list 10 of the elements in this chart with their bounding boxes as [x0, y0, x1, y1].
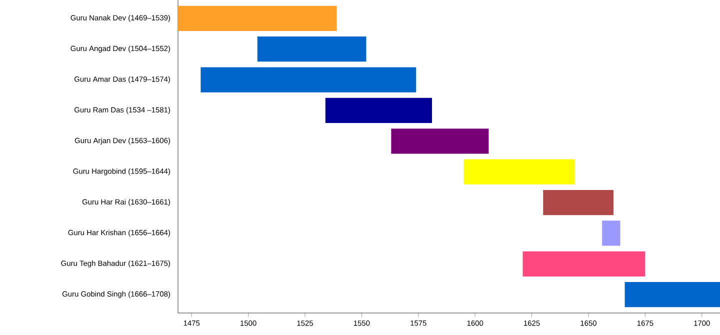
- bar: [624, 282, 720, 308]
- bar: [257, 36, 366, 62]
- bar: [325, 98, 432, 124]
- bar: [602, 220, 620, 246]
- bar: [200, 67, 416, 92]
- bar: [391, 128, 489, 154]
- bar: [522, 251, 646, 276]
- bar: [464, 159, 575, 184]
- bar: [178, 6, 337, 31]
- bar: [543, 190, 614, 216]
